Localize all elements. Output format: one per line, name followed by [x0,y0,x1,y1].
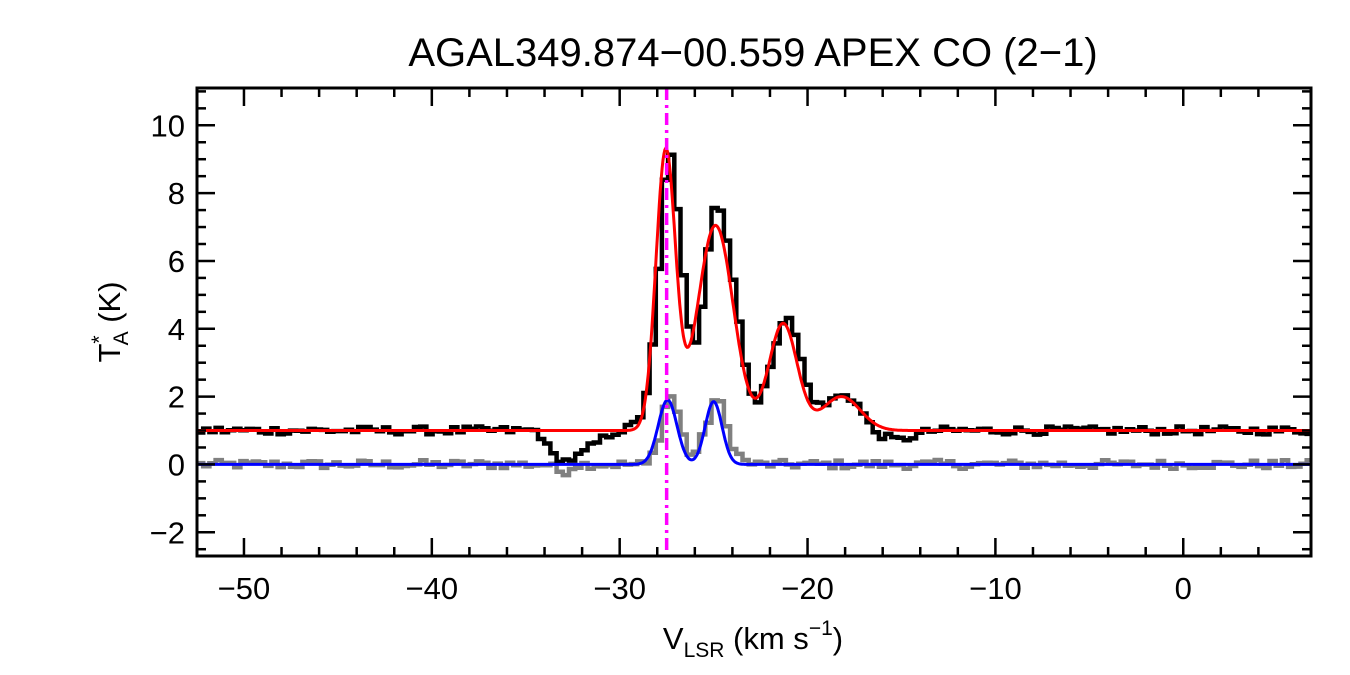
y-tick-label: 2 [168,380,185,415]
y-axis-title: T*A (K) [88,281,133,362]
y-tick-label: 10 [151,108,185,143]
x-tick-label: −10 [969,571,1022,606]
x-tick-label: 0 [1175,571,1192,606]
fit-red-curve [197,145,1311,432]
y-axis-title-main: T [92,344,127,363]
y-tick-label: −2 [150,515,185,550]
x-tick-label: −30 [593,571,646,606]
x-axis-title-sub: LSR [684,639,725,662]
y-tick-label: 8 [168,176,185,211]
x-axis-title-rest: (km s [724,621,808,656]
chart-title: AGAL349.874−00.559 APEX CO (2−1) [408,31,1097,75]
x-tick-label: −40 [406,571,459,606]
series-layer [197,88,1311,556]
x-tick-label: −50 [218,571,271,606]
spectrum-offset-line [197,152,1311,465]
plot-frame [195,86,1313,558]
fit-blue-curve [197,398,1311,466]
y-tick-label: 0 [168,447,185,482]
x-axis-title-main: V [663,621,684,656]
y-axis-title-rest: (K) [92,281,127,331]
y-axis-title-sup: * [88,335,111,343]
x-axis-title: VLSR (km s−1) [663,617,843,662]
x-axis-title-end: ) [833,621,843,656]
y-axis-title-sub: A [110,331,133,345]
y-tick-label: 4 [168,312,185,347]
x-axis-title-sup: −1 [809,617,833,640]
x-tick-label: −20 [781,571,834,606]
y-tick-label: 6 [168,244,185,279]
